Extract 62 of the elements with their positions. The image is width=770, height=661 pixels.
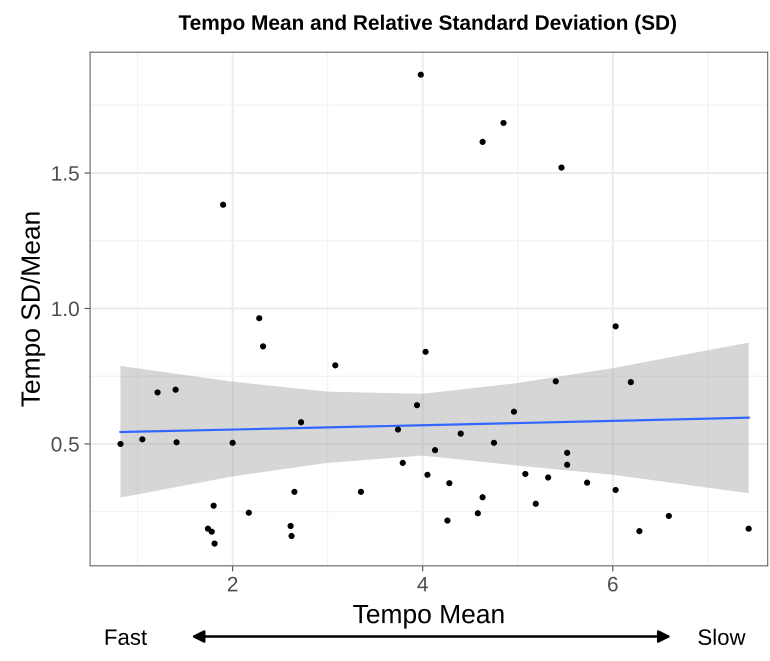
point (256, 315, 262, 322)
point (474, 510, 481, 516)
text: Slow (698, 628, 746, 646)
point (564, 450, 570, 456)
point (418, 72, 424, 78)
point (288, 532, 295, 540)
point (552, 378, 559, 384)
point (545, 474, 552, 481)
point (422, 348, 429, 355)
point (246, 510, 252, 516)
point (558, 164, 565, 171)
point (584, 480, 590, 486)
point (332, 362, 338, 368)
point (479, 494, 486, 500)
point (666, 512, 672, 520)
point (210, 502, 217, 509)
y-tick-label: 1.0 (52, 301, 79, 316)
point (117, 440, 124, 448)
point (444, 517, 451, 524)
point (446, 480, 452, 486)
chart-title: Tempo Mean and Relative Standard Deviation (SD) (178, 14, 676, 34)
point (260, 343, 266, 350)
point (154, 389, 161, 396)
y-tick-label: 1.5 (52, 166, 79, 181)
point (230, 440, 236, 446)
point (532, 500, 539, 507)
point (612, 486, 619, 494)
point (564, 462, 570, 468)
point (288, 522, 294, 530)
point (173, 439, 180, 446)
point (424, 472, 431, 478)
x-tick-label: 4 (417, 577, 428, 592)
point (172, 386, 179, 393)
point (400, 460, 406, 466)
point (458, 430, 464, 437)
point (628, 379, 634, 386)
point (432, 447, 438, 454)
point (479, 138, 486, 145)
point (636, 528, 642, 534)
point (490, 440, 498, 446)
x-axis-title: Tempo Mean (353, 604, 504, 629)
point (211, 540, 218, 547)
y-axis-title: Tempo SD/Mean (20, 212, 46, 407)
point (746, 526, 752, 532)
point (298, 419, 304, 426)
point (394, 426, 402, 433)
text: Fast (106, 630, 147, 646)
y-tick-label: 0.5 (52, 436, 79, 452)
point (139, 436, 146, 442)
point (208, 528, 215, 535)
point (291, 488, 298, 495)
x-tick-label: 2 (228, 576, 238, 592)
point (204, 526, 212, 532)
line-series (119, 416, 750, 434)
x-tick-label: 6 (608, 576, 618, 592)
point (612, 323, 619, 330)
point (358, 488, 364, 495)
point (414, 402, 420, 408)
point (522, 470, 528, 478)
point (510, 408, 518, 415)
point (500, 120, 507, 126)
point (220, 202, 226, 208)
